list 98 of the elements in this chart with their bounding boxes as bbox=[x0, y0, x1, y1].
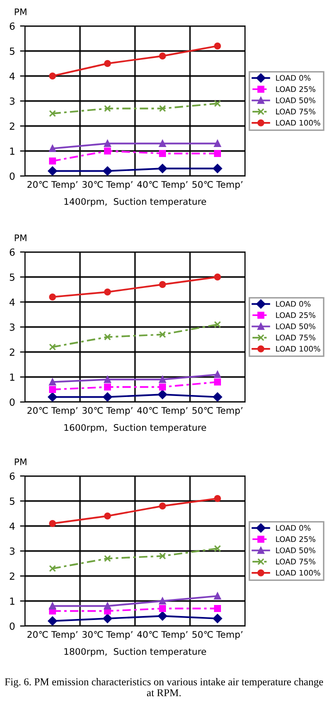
y-tick-label: 1 bbox=[10, 148, 14, 155]
point bbox=[159, 52, 166, 60]
y-tick-label: 1 bbox=[10, 598, 14, 605]
y-axis-title: PM bbox=[14, 8, 26, 16]
point bbox=[214, 100, 221, 107]
point bbox=[214, 545, 221, 552]
point bbox=[212, 164, 222, 174]
point bbox=[159, 105, 166, 112]
x-axis-title: 1800rpm, Suction temperature bbox=[64, 648, 206, 657]
point bbox=[102, 392, 112, 402]
x-tick-label: 40℃ Temp’ bbox=[137, 407, 188, 416]
x-tick-label: 30℃ Temp’ bbox=[82, 631, 132, 640]
x-axis-title: 1400rpm, Suction temperature bbox=[64, 198, 206, 207]
x-tick-label: 20℃ Temp’ bbox=[27, 181, 78, 190]
y-tick-label: 2 bbox=[10, 348, 14, 356]
point bbox=[214, 321, 221, 328]
y-axis-title: PM bbox=[14, 234, 26, 242]
point bbox=[158, 390, 168, 400]
y-tick-label: 5 bbox=[10, 274, 14, 281]
x-tick-label: 40℃ Temp’ bbox=[137, 181, 188, 190]
x-tick-label: 40℃ Temp’ bbox=[137, 631, 188, 640]
x-tick-label: 20℃ Temp’ bbox=[27, 407, 78, 416]
point bbox=[159, 552, 166, 560]
point bbox=[159, 376, 166, 383]
point bbox=[214, 42, 221, 50]
point bbox=[104, 555, 111, 562]
point bbox=[104, 288, 111, 296]
point bbox=[49, 344, 56, 350]
point bbox=[49, 386, 56, 393]
point bbox=[104, 148, 111, 154]
point bbox=[212, 392, 222, 402]
point bbox=[104, 60, 111, 67]
point bbox=[159, 150, 166, 157]
point bbox=[49, 565, 56, 572]
x-tick-label: 50℃ Temp’ bbox=[192, 631, 242, 640]
y-tick-label: 0 bbox=[10, 622, 15, 630]
point bbox=[214, 605, 221, 612]
point bbox=[49, 602, 56, 610]
point bbox=[104, 334, 111, 340]
y-tick-label: 2 bbox=[10, 122, 14, 130]
y-tick-label: 0 bbox=[10, 398, 15, 406]
point bbox=[104, 602, 111, 610]
caption: Fig. 6. PM emission characteristics on various intake air temperature change at RPM. bbox=[4, 678, 324, 696]
point bbox=[104, 376, 111, 383]
point bbox=[104, 384, 111, 390]
point bbox=[48, 616, 58, 626]
point bbox=[49, 520, 56, 527]
point bbox=[49, 145, 56, 152]
point bbox=[49, 294, 56, 300]
point bbox=[104, 512, 111, 520]
point bbox=[214, 495, 221, 502]
point bbox=[104, 140, 111, 147]
point bbox=[212, 614, 222, 624]
point bbox=[159, 331, 166, 338]
y-tick-label: 6 bbox=[10, 248, 15, 256]
point bbox=[159, 140, 166, 147]
y-tick-label: 0 bbox=[10, 172, 15, 180]
y-tick-label: 5 bbox=[10, 498, 14, 505]
point bbox=[158, 611, 168, 621]
point bbox=[49, 72, 56, 80]
point bbox=[159, 598, 166, 604]
y-tick-label: 3 bbox=[10, 97, 14, 105]
x-tick-label: 30℃ Temp’ bbox=[82, 181, 132, 190]
y-tick-label: 6 bbox=[10, 22, 15, 30]
y-tick-label: 4 bbox=[10, 72, 15, 80]
y-tick-label: 4 bbox=[10, 522, 15, 530]
point bbox=[159, 384, 166, 390]
y-tick-label: 6 bbox=[10, 472, 15, 480]
point bbox=[214, 371, 221, 378]
y-tick-label: 1 bbox=[10, 374, 14, 381]
point bbox=[214, 140, 221, 147]
point bbox=[214, 592, 221, 600]
point bbox=[159, 605, 166, 612]
point bbox=[214, 378, 221, 386]
point bbox=[214, 274, 221, 280]
point bbox=[104, 105, 111, 112]
point bbox=[102, 166, 112, 176]
y-tick-label: 3 bbox=[10, 547, 14, 555]
point bbox=[158, 164, 168, 174]
point bbox=[159, 281, 166, 288]
y-tick-label: 3 bbox=[10, 323, 14, 331]
point bbox=[214, 150, 221, 157]
point bbox=[49, 110, 56, 117]
point bbox=[48, 392, 58, 402]
point bbox=[49, 158, 56, 164]
x-tick-label: 50℃ Temp’ bbox=[192, 181, 242, 190]
point bbox=[49, 378, 56, 386]
x-axis-title: 1600rpm, Suction temperature bbox=[64, 424, 206, 433]
y-tick-label: 2 bbox=[10, 572, 14, 580]
y-tick-label: 5 bbox=[10, 48, 14, 55]
x-tick-label: 50℃ Temp’ bbox=[192, 407, 242, 416]
x-tick-label: 30℃ Temp’ bbox=[82, 407, 132, 416]
y-axis-title: PM bbox=[14, 458, 26, 466]
x-tick-label: 20℃ Temp’ bbox=[27, 631, 78, 640]
point bbox=[102, 614, 112, 624]
point bbox=[159, 502, 166, 510]
y-tick-label: 4 bbox=[10, 298, 15, 306]
point bbox=[48, 166, 58, 176]
